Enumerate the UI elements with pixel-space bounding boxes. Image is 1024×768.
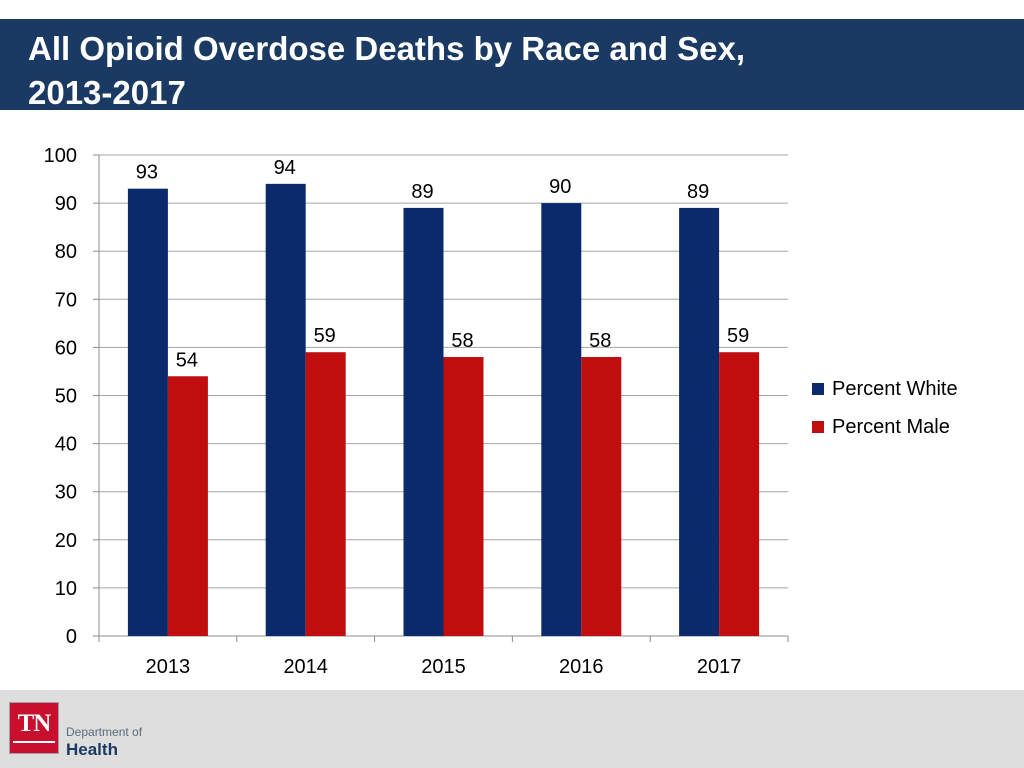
title-line-2: 2013-2017 bbox=[28, 74, 186, 111]
x-tick-label: 2015 bbox=[421, 656, 466, 678]
data-label: 54 bbox=[176, 349, 198, 371]
legend-label: Percent Male bbox=[832, 416, 950, 438]
footer: TN Department of Health bbox=[0, 690, 1024, 768]
y-tick-label: 80 bbox=[55, 241, 77, 263]
y-tick-label: 30 bbox=[55, 482, 77, 504]
tn-logo-text: TN bbox=[17, 710, 52, 737]
data-label: 58 bbox=[589, 330, 611, 352]
legend-swatch bbox=[812, 421, 824, 433]
y-tick-label: 60 bbox=[55, 337, 77, 359]
title-line-1: All Opioid Overdose Deaths by Race and S… bbox=[28, 30, 746, 67]
data-label: 94 bbox=[274, 157, 296, 179]
y-tick-label: 50 bbox=[55, 386, 77, 408]
bar bbox=[679, 207, 720, 636]
y-tick-label: 90 bbox=[55, 193, 77, 215]
y-tick-label: 100 bbox=[44, 145, 77, 167]
legend-label: Percent White bbox=[832, 378, 958, 400]
y-tick-label: 0 bbox=[66, 626, 77, 648]
y-tick-label: 40 bbox=[55, 434, 77, 456]
y-tick-label: 70 bbox=[55, 289, 77, 311]
x-tick-label: 2017 bbox=[697, 656, 742, 678]
data-label: 89 bbox=[687, 181, 709, 203]
data-label: 59 bbox=[314, 325, 336, 347]
data-label: 59 bbox=[727, 325, 749, 347]
data-label: 89 bbox=[411, 181, 433, 203]
bar bbox=[719, 352, 760, 636]
bar-chart: 0 10 20 30 40 50 60 70 80 90 100 93 54 2013 94 59 2014 89… bbox=[44, 145, 958, 678]
data-label: 93 bbox=[136, 162, 158, 184]
title-bar: All Opioid Overdose Deaths by Race and S… bbox=[0, 19, 1024, 111]
bar bbox=[403, 207, 444, 636]
data-label: 90 bbox=[549, 176, 571, 198]
x-tick-label: 2013 bbox=[146, 656, 191, 678]
data-label: 58 bbox=[451, 330, 473, 352]
legend-swatch bbox=[812, 383, 824, 395]
bar bbox=[581, 357, 622, 636]
bar bbox=[305, 352, 346, 636]
bar bbox=[127, 188, 168, 637]
y-tick-label: 20 bbox=[55, 530, 77, 552]
x-tick-label: 2014 bbox=[283, 656, 328, 678]
y-tick-label: 10 bbox=[55, 578, 77, 600]
bar bbox=[167, 376, 208, 636]
department-name: Health bbox=[66, 740, 118, 759]
tn-logo: TN bbox=[9, 702, 59, 754]
department-label: Department of bbox=[66, 725, 143, 739]
bar bbox=[265, 183, 306, 637]
x-tick-label: 2016 bbox=[559, 656, 604, 678]
bar bbox=[541, 203, 582, 636]
bar bbox=[443, 357, 484, 636]
page-title: All Opioid Overdose Deaths by Race and S… bbox=[28, 27, 988, 115]
